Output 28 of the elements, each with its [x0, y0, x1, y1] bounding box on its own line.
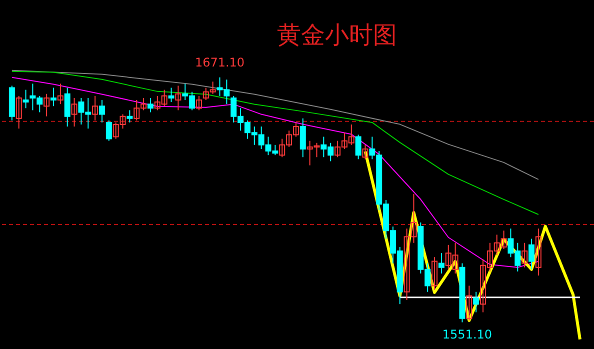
candlestick — [64, 87, 70, 128]
candlestick — [16, 95, 22, 130]
text: 黄金小时图 — [277, 21, 397, 49]
candlestick — [126, 110, 133, 123]
candlestick — [522, 242, 528, 268]
candlestick — [535, 228, 542, 276]
candlestick — [300, 118, 306, 158]
candlestick — [71, 97, 78, 128]
candlestick — [50, 87, 56, 107]
candlestick — [98, 100, 105, 123]
candlestick — [147, 97, 154, 113]
candlestick — [168, 87, 174, 103]
annotation: 1551.10 — [442, 327, 492, 342]
annotation: 1671.10 — [194, 55, 245, 70]
candlestick — [22, 89, 29, 109]
candlestick — [528, 238, 534, 270]
candlestick — [44, 93, 50, 117]
candlestick — [362, 144, 368, 160]
candlestick — [175, 85, 182, 111]
candlestick — [57, 83, 64, 105]
candlestick — [466, 285, 472, 321]
candlestick — [355, 134, 362, 160]
candlestick — [438, 252, 444, 274]
candlestick — [196, 95, 202, 111]
candlestick — [92, 95, 98, 121]
candlestick — [106, 120, 112, 142]
candlestick — [432, 256, 438, 290]
candlestick — [473, 291, 480, 313]
